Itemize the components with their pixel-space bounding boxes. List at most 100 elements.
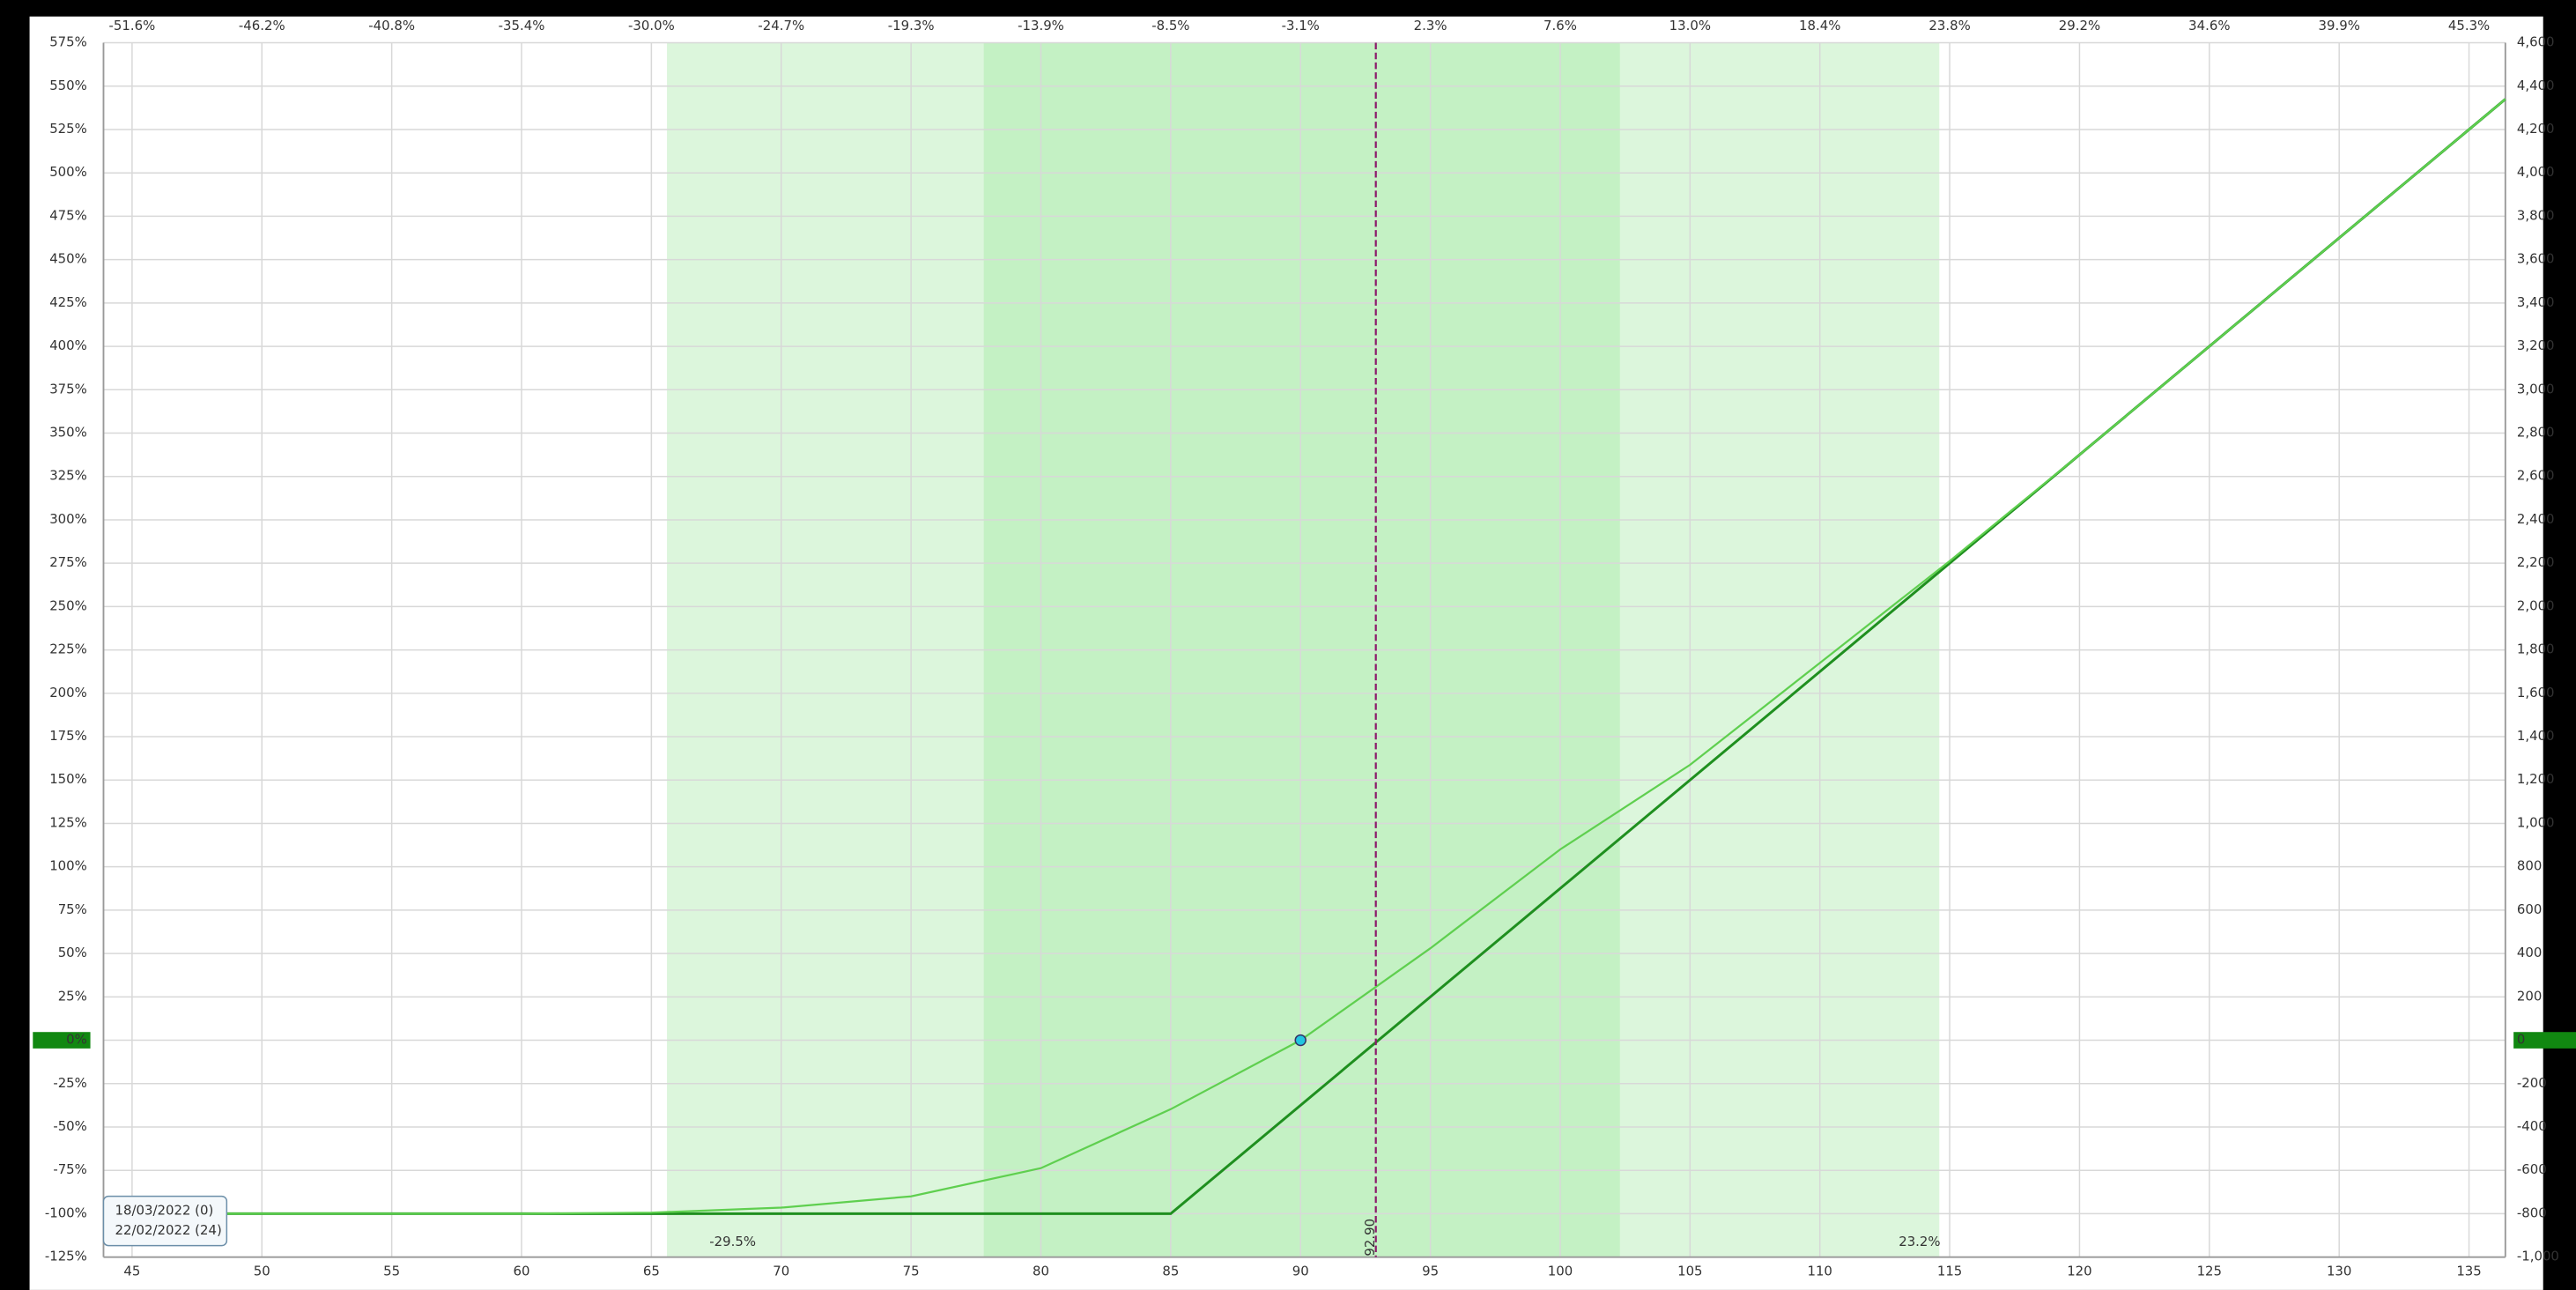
left-tick-label: -125% bbox=[45, 1249, 87, 1264]
y-tick-label: 2,800 bbox=[2517, 425, 2555, 441]
x-tick-label: 110 bbox=[1807, 1263, 1832, 1279]
top-tick-label: -30.0% bbox=[628, 18, 675, 33]
left-tick-label: 275% bbox=[49, 554, 87, 570]
left-tick-label: 550% bbox=[49, 78, 87, 93]
left-tick-label: 200% bbox=[49, 685, 87, 701]
y-tick-label: 2,400 bbox=[2517, 511, 2555, 527]
top-tick-label: -3.1% bbox=[1282, 18, 1320, 33]
left-tick-label: 375% bbox=[49, 381, 87, 397]
top-tick-label: 34.6% bbox=[2188, 18, 2230, 33]
left-tick-label: 350% bbox=[49, 425, 87, 441]
x-tick-label: 115 bbox=[1937, 1263, 1962, 1279]
y-tick-label: 2,200 bbox=[2517, 554, 2555, 570]
x-tick-label: 55 bbox=[383, 1263, 400, 1279]
left-tick-label: 300% bbox=[49, 511, 87, 527]
x-tick-label: 70 bbox=[773, 1263, 789, 1279]
y-tick-label: 4,000 bbox=[2517, 164, 2555, 180]
left-tick-label: 525% bbox=[49, 121, 87, 137]
left-tick-label: -75% bbox=[53, 1161, 87, 1177]
x-tick-label: 105 bbox=[1677, 1263, 1702, 1279]
top-tick-label: -46.2% bbox=[239, 18, 285, 33]
y-tick-label: 1,000 bbox=[2517, 814, 2555, 830]
y-tick-label: 600 bbox=[2517, 901, 2542, 917]
x-tick-label: 45 bbox=[123, 1263, 140, 1279]
x-tick-label: 130 bbox=[2327, 1263, 2351, 1279]
left-tick-label: 150% bbox=[49, 771, 87, 787]
top-tick-label: -40.8% bbox=[368, 18, 415, 33]
top-tick-label: 13.0% bbox=[1669, 18, 1711, 33]
top-tick-label: 45.3% bbox=[2448, 18, 2490, 33]
price-marker bbox=[1294, 1034, 1307, 1047]
left-tick-label: 100% bbox=[49, 858, 87, 874]
x-tick-label: 60 bbox=[514, 1263, 530, 1279]
top-tick-label: -51.6% bbox=[109, 18, 156, 33]
top-tick-label: -19.3% bbox=[888, 18, 935, 33]
x-tick-label: 135 bbox=[2456, 1263, 2481, 1279]
left-tick-label: -50% bbox=[53, 1118, 87, 1134]
left-tick-label: 450% bbox=[49, 251, 87, 267]
zero-highlight bbox=[2513, 1032, 2576, 1049]
y-tick-label: -1,000 bbox=[2517, 1249, 2559, 1264]
x-tick-label: 95 bbox=[1422, 1263, 1439, 1279]
top-tick-label: 18.4% bbox=[1799, 18, 1840, 33]
top-tick-label: -35.4% bbox=[499, 18, 545, 33]
left-tick-label: 225% bbox=[49, 641, 87, 657]
x-tick-label: 120 bbox=[2067, 1263, 2091, 1279]
top-tick-label: -13.9% bbox=[1018, 18, 1064, 33]
y-tick-label: 1,200 bbox=[2517, 771, 2555, 787]
y-tick-label: 0 bbox=[2517, 1032, 2525, 1048]
y-tick-label: 400 bbox=[2517, 945, 2542, 960]
y-tick-label: 3,200 bbox=[2517, 337, 2555, 353]
x-tick-label: 75 bbox=[903, 1263, 920, 1279]
top-tick-label: 2.3% bbox=[1414, 18, 1447, 33]
top-tick-label: -8.5% bbox=[1151, 18, 1189, 33]
current-price-label: 92.90 bbox=[1362, 1219, 1378, 1257]
left-tick-label: 50% bbox=[58, 945, 87, 960]
y-tick-label: -600 bbox=[2517, 1161, 2547, 1177]
y-tick-label: 200 bbox=[2517, 988, 2542, 1004]
left-tick-label: 0% bbox=[66, 1032, 87, 1048]
y-tick-label: -400 bbox=[2517, 1118, 2547, 1134]
left-tick-label: -100% bbox=[45, 1205, 87, 1220]
legend-entry: 18/03/2022 (0) bbox=[115, 1202, 214, 1218]
x-tick-label: 100 bbox=[1548, 1263, 1573, 1279]
left-tick-label: 475% bbox=[49, 207, 87, 223]
y-tick-label: 1,800 bbox=[2517, 641, 2555, 657]
top-tick-label: 39.9% bbox=[2319, 18, 2360, 33]
band-label: 23.2% bbox=[1899, 1234, 1940, 1249]
plot-layer: 45 -51.6% 50 -46.2% 55 -40.8% 60 -35.4% 65 -30.0%… bbox=[33, 18, 2576, 1279]
left-tick-label: 25% bbox=[58, 988, 87, 1004]
band-label: -29.5% bbox=[709, 1234, 756, 1249]
left-tick-label: 250% bbox=[49, 597, 87, 613]
left-tick-label: 575% bbox=[49, 34, 87, 50]
y-tick-label: -200 bbox=[2517, 1075, 2547, 1091]
left-tick-label: 400% bbox=[49, 337, 87, 353]
left-tick-label: 500% bbox=[49, 164, 87, 180]
top-tick-label: 7.6% bbox=[1543, 18, 1577, 33]
left-tick-label: 425% bbox=[49, 294, 87, 310]
x-tick-label: 85 bbox=[1162, 1263, 1179, 1279]
y-tick-label: 4,400 bbox=[2517, 78, 2555, 93]
y-tick-label: 3,400 bbox=[2517, 294, 2555, 310]
left-tick-label: -25% bbox=[53, 1075, 87, 1091]
legend-box bbox=[102, 1195, 228, 1247]
left-tick-label: 75% bbox=[58, 901, 87, 917]
left-tick-label: 325% bbox=[49, 468, 87, 484]
x-tick-label: 125 bbox=[2197, 1263, 2222, 1279]
y-tick-label: 3,600 bbox=[2517, 251, 2555, 267]
y-tick-label: 1,400 bbox=[2517, 728, 2555, 744]
y-tick-label: 1,600 bbox=[2517, 685, 2555, 701]
y-tick-label: 2,600 bbox=[2517, 468, 2555, 484]
top-tick-label: 29.2% bbox=[2059, 18, 2100, 33]
y-tick-label: 3,800 bbox=[2517, 207, 2555, 223]
legend-entry: 22/02/2022 (24) bbox=[115, 1222, 222, 1238]
x-tick-label: 65 bbox=[643, 1263, 660, 1279]
y-tick-label: 2,000 bbox=[2517, 597, 2555, 613]
top-tick-label: 23.8% bbox=[1928, 18, 1970, 33]
left-tick-label: 175% bbox=[49, 728, 87, 744]
zero-highlight bbox=[33, 1032, 91, 1049]
x-tick-label: 80 bbox=[1033, 1263, 1049, 1279]
y-tick-label: 3,000 bbox=[2517, 381, 2555, 397]
x-tick-label: 50 bbox=[254, 1263, 270, 1279]
